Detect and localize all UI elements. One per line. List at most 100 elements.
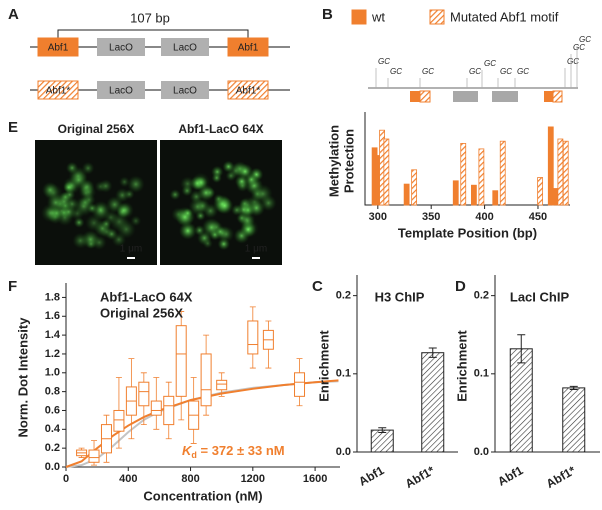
- box-label: Abf1: [238, 43, 259, 54]
- x-tick-label: 800: [181, 473, 199, 485]
- y-tick-label: 0.0: [474, 446, 489, 458]
- x-tick-label: Abf1: [495, 463, 525, 489]
- laco-box: [97, 81, 145, 99]
- nucleus: [95, 203, 106, 215]
- y-axis-label: Enrichment: [454, 330, 469, 402]
- nucleus: [213, 193, 224, 204]
- box: [175, 325, 187, 397]
- x-tick-label: Abf1*: [403, 463, 437, 491]
- y-tick-label: 1.4: [45, 329, 61, 341]
- box-label: LacO: [109, 86, 133, 97]
- panel-label: A: [8, 6, 19, 23]
- y-tick-label: 0.0: [45, 461, 60, 473]
- nucleus: [191, 172, 211, 191]
- nucleus: [116, 219, 136, 239]
- bar: [452, 180, 459, 206]
- legend-label: wt: [371, 9, 385, 24]
- y-tick-label: 0.6: [45, 404, 60, 416]
- bar: [478, 148, 485, 206]
- gc-label: GC: [390, 67, 402, 76]
- legend-label: Mutated Abf1 motif: [450, 9, 559, 24]
- error-bar: [569, 385, 578, 390]
- box-label: Abf1: [48, 43, 69, 54]
- bar: [562, 387, 586, 453]
- x-tick-label: 350: [422, 211, 440, 223]
- gc-label: GC: [567, 57, 579, 66]
- box: [113, 409, 125, 432]
- error-bar: [517, 334, 526, 364]
- x-axis-label: Template Position (bp): [398, 225, 537, 240]
- nucleus: [130, 215, 142, 227]
- nucleus: [237, 210, 256, 229]
- panel-label: B: [322, 6, 333, 23]
- bar: [552, 188, 558, 206]
- nucleus: [231, 204, 243, 216]
- map-box: [552, 90, 563, 103]
- series-label: Original 256X: [100, 305, 183, 320]
- y-axis-label: Norm. Dot Intensity: [15, 317, 30, 438]
- y-tick-label: 0.0: [336, 446, 351, 458]
- map-box: [492, 91, 518, 102]
- bar: [370, 429, 394, 453]
- scale-label: 1 μm: [120, 244, 142, 255]
- annotation: Kd = 372 ± 33 nM: [182, 443, 285, 460]
- map-box: [544, 91, 553, 102]
- nucleus: [127, 175, 145, 193]
- y-tick-label: 0.2: [474, 290, 489, 302]
- nucleus: [86, 202, 98, 214]
- map-box: [419, 90, 431, 103]
- legend-swatch: [351, 9, 367, 25]
- bar: [492, 190, 499, 206]
- bar: [403, 183, 410, 206]
- annotation-k: K: [182, 443, 193, 458]
- y-tick-label: 0.1: [336, 368, 351, 380]
- scale-label: 1 μm: [245, 244, 267, 255]
- y-tick-label: 1.2: [45, 348, 60, 360]
- bar: [460, 142, 467, 206]
- nucleus: [214, 226, 226, 238]
- y-tick-label: 0.4: [45, 423, 61, 435]
- panel-label: E: [8, 119, 18, 136]
- y-tick-label: 0.2: [45, 442, 60, 454]
- bar: [562, 140, 569, 206]
- nucleus: [52, 201, 72, 221]
- x-tick-label: 450: [529, 211, 547, 223]
- bracket: [57, 29, 249, 40]
- nucleus: [233, 227, 250, 244]
- abf1-box: [37, 37, 79, 57]
- nucleus: [195, 210, 206, 221]
- gc-label: GC: [517, 67, 529, 76]
- y-tick-label: 1.8: [45, 291, 60, 303]
- x-tick-label: 1600: [303, 473, 327, 485]
- chart-title: H3 ChIP: [375, 289, 425, 304]
- gc-label: GC: [422, 67, 434, 76]
- x-axis-label: Concentration (nM): [143, 488, 262, 503]
- bar: [537, 177, 544, 206]
- box-label: LacO: [173, 86, 197, 97]
- nucleus: [105, 227, 118, 241]
- laco-box: [97, 38, 145, 56]
- box: [216, 379, 228, 391]
- bar: [557, 138, 564, 206]
- box-label: Abf1*: [236, 86, 261, 97]
- map-box: [410, 91, 420, 102]
- legend-swatch: [429, 9, 445, 25]
- box: [200, 353, 212, 407]
- map-box: [453, 91, 478, 102]
- gc-label: GC: [579, 35, 591, 44]
- box-label: LacO: [173, 43, 197, 54]
- nucleus: [86, 238, 97, 250]
- nucleus: [72, 232, 89, 249]
- abf1-box: [227, 80, 269, 100]
- nucleus: [169, 189, 181, 201]
- gc-label: GC: [469, 67, 481, 76]
- nucleus: [175, 208, 194, 227]
- panel-label: D: [455, 278, 466, 295]
- content: A B E F C D 107 bp Abf1 LacO LacO Abf1 Abf1* LacO Lac…: [8, 6, 600, 503]
- nucleus: [41, 181, 59, 199]
- box-label: Abf1*: [46, 86, 71, 97]
- bar: [509, 348, 533, 453]
- y-axis-label: Protection: [341, 129, 356, 193]
- box: [150, 400, 162, 416]
